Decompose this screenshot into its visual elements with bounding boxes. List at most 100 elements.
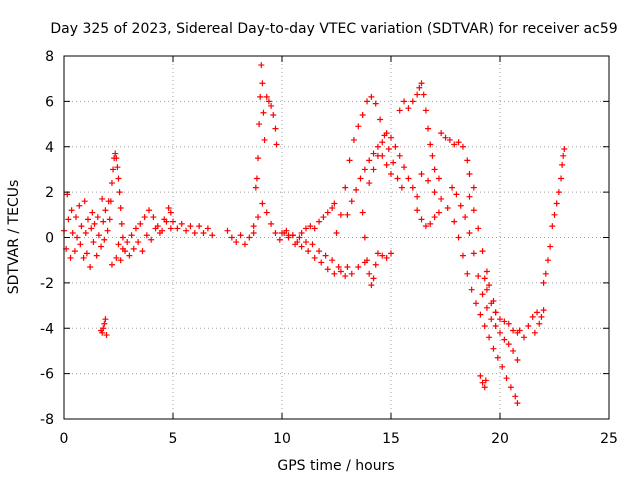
series-segment-2-7h xyxy=(108,205,216,268)
data-point xyxy=(401,98,408,105)
data-point xyxy=(279,229,285,236)
data-point xyxy=(135,239,142,246)
data-point xyxy=(272,229,279,236)
data-point xyxy=(283,227,290,234)
data-point xyxy=(559,161,566,168)
data-point xyxy=(510,347,517,354)
data-point xyxy=(80,254,87,261)
data-point xyxy=(462,214,469,221)
data-point xyxy=(490,345,497,352)
data-point xyxy=(442,134,449,141)
data-point xyxy=(126,252,133,259)
data-point xyxy=(101,236,108,243)
data-point xyxy=(418,170,425,177)
data-point xyxy=(409,98,416,105)
series-fall-17-21h xyxy=(418,170,521,407)
data-point xyxy=(95,232,102,239)
data-point xyxy=(470,207,477,214)
series-fall-18-21h xyxy=(449,184,521,364)
data-point xyxy=(505,320,512,327)
data-point xyxy=(549,223,556,230)
data-point xyxy=(84,216,91,223)
data-point xyxy=(107,198,114,205)
data-point xyxy=(259,200,266,207)
data-point xyxy=(329,205,336,212)
points-layer xyxy=(61,62,568,407)
data-point xyxy=(108,180,115,187)
data-point xyxy=(398,184,405,191)
data-point xyxy=(106,216,113,223)
series-isolated-dip xyxy=(98,316,110,339)
data-point xyxy=(100,218,107,225)
data-point xyxy=(520,334,527,341)
data-point xyxy=(65,216,72,223)
data-point xyxy=(368,93,375,100)
series-drop-14h xyxy=(359,209,394,289)
data-point xyxy=(551,211,558,218)
data-point xyxy=(482,377,489,384)
data-point xyxy=(159,227,166,234)
data-point xyxy=(268,220,275,227)
data-point xyxy=(261,136,268,143)
data-point xyxy=(555,189,562,196)
data-point xyxy=(130,245,137,252)
data-point xyxy=(200,229,207,236)
data-point xyxy=(396,152,403,159)
data-point xyxy=(102,316,109,323)
data-point xyxy=(353,186,360,193)
data-point xyxy=(255,155,262,162)
data-point xyxy=(368,282,375,289)
data-point xyxy=(178,220,185,227)
data-point xyxy=(414,91,421,98)
data-point xyxy=(457,202,464,209)
data-point xyxy=(113,155,120,162)
data-point xyxy=(348,198,355,205)
data-point xyxy=(196,223,203,230)
data-point xyxy=(425,125,432,132)
series-high-15-17h xyxy=(396,80,436,159)
data-point xyxy=(479,291,486,298)
data-point xyxy=(470,184,477,191)
data-point xyxy=(305,248,312,255)
data-point xyxy=(359,111,366,118)
data-point xyxy=(505,341,512,348)
data-point xyxy=(453,191,460,198)
data-point xyxy=(414,207,421,214)
data-point xyxy=(342,184,349,191)
data-point xyxy=(100,325,107,332)
data-point xyxy=(435,209,442,216)
data-point xyxy=(514,400,521,407)
data-point xyxy=(204,225,211,232)
series-descending-10-13h-b xyxy=(283,227,368,280)
data-point xyxy=(477,311,484,318)
series-dip-16h xyxy=(414,207,442,230)
data-point xyxy=(388,134,394,141)
data-point xyxy=(350,136,357,143)
data-point xyxy=(331,200,338,207)
data-point xyxy=(87,263,94,270)
data-point xyxy=(435,175,442,182)
data-point xyxy=(148,236,155,243)
data-point xyxy=(418,216,425,223)
data-point xyxy=(82,229,89,236)
data-point xyxy=(414,193,421,200)
data-point xyxy=(272,125,279,132)
data-point xyxy=(98,243,105,250)
data-point xyxy=(459,252,466,259)
y-tick-label: -2 xyxy=(40,276,54,292)
data-point xyxy=(268,102,275,109)
data-point xyxy=(167,225,174,232)
data-point xyxy=(383,161,390,168)
data-point xyxy=(119,245,126,252)
data-point xyxy=(501,318,508,325)
data-point xyxy=(538,313,545,320)
y-tick-label: -6 xyxy=(40,367,54,383)
data-point xyxy=(422,107,429,114)
data-point xyxy=(276,236,283,243)
data-point xyxy=(451,218,458,225)
data-point xyxy=(464,157,471,164)
data-point xyxy=(273,141,280,148)
data-point xyxy=(324,266,331,273)
data-point xyxy=(94,214,101,221)
data-point xyxy=(512,393,519,400)
